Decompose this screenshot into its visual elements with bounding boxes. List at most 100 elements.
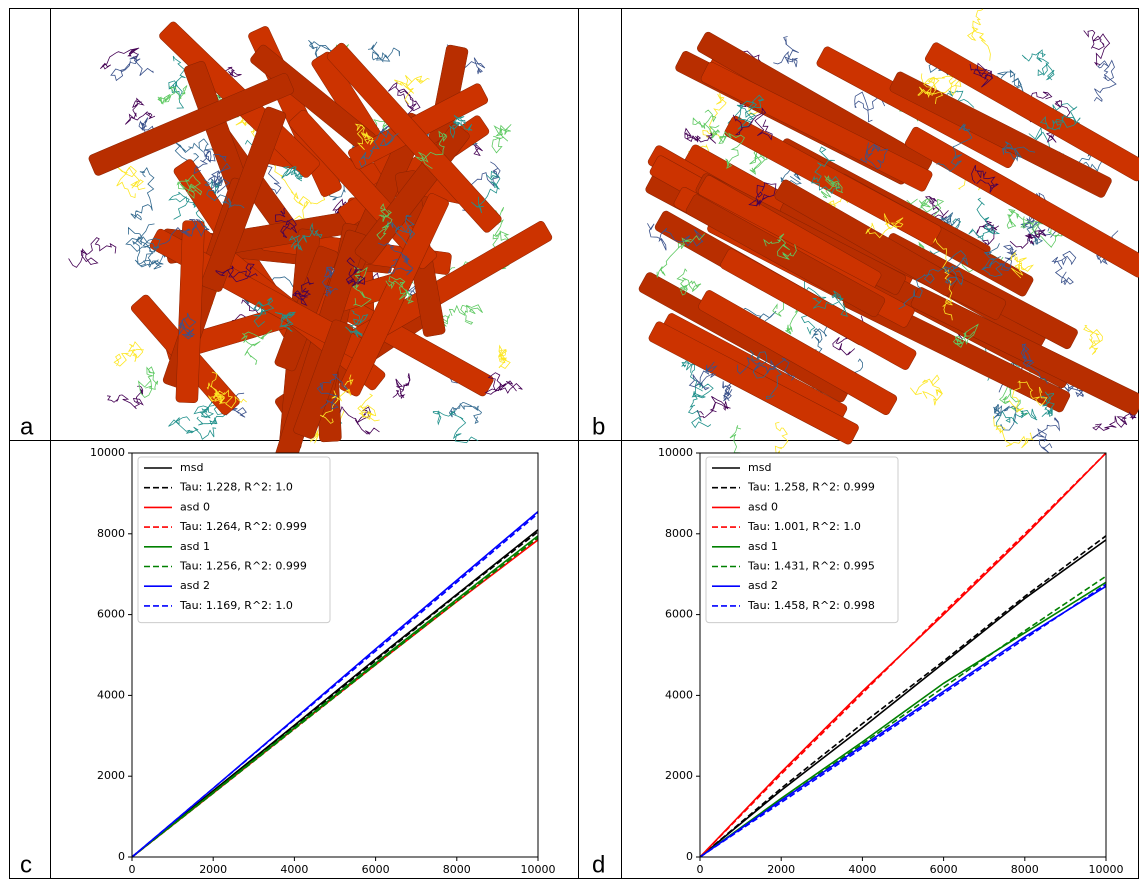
strand [737,356,796,381]
strand [1009,229,1047,249]
strand [316,373,348,410]
strand [748,182,777,207]
strand [936,123,973,173]
strand [206,371,223,402]
strand [394,75,430,105]
fiber [339,193,449,397]
legend-label: asd 1 [748,540,778,553]
strand [749,350,782,400]
strand [491,124,512,154]
strand [498,344,511,370]
strand [345,257,366,287]
fiber [889,71,1112,198]
strand [732,107,773,141]
fiber [925,42,1139,182]
strand [1008,380,1048,413]
strand [865,213,904,239]
y-tick-label: 10000 [90,446,125,459]
x-tick-label: 2000 [767,863,795,876]
series-line [699,452,1107,858]
strand [1021,49,1055,81]
x-tick-label: 0 [697,863,704,876]
strand [176,174,202,199]
render-aligned-fibers [638,8,1139,488]
x-tick-label: 10000 [521,863,556,876]
strand [484,372,523,395]
strand [351,266,372,307]
fiber [293,319,354,439]
legend-label: Tau: 1.431, R^2: 0.995 [747,560,875,573]
strand [676,268,702,296]
strand [99,47,140,70]
strand [274,207,298,238]
y-tick-label: 8000 [665,527,693,540]
strand [821,175,844,199]
series-line [131,512,539,858]
strand [1051,250,1077,286]
panel-label: c [20,851,32,878]
strand [811,290,848,317]
strand [339,406,380,435]
strand [687,391,712,429]
x-tick-label: 8000 [443,863,471,876]
strand [174,138,218,163]
strand [288,222,323,252]
strand [1010,251,1035,279]
chart: 0 2000 4000 6000 8000 10000 0 2000 4000 6000 8000 1… [90,446,556,876]
strand [1039,114,1081,131]
strand [859,142,889,170]
fiber [288,109,437,269]
strand [178,312,197,340]
fiber [720,248,917,370]
series-line [699,581,1107,858]
strand [906,198,945,225]
strand [998,244,1018,271]
strand [392,373,411,400]
strand [993,416,1034,449]
render-random-fibers [68,21,553,464]
fiber [175,220,205,403]
strand [975,220,1000,246]
strand [281,165,304,182]
strand [722,373,741,402]
strand [944,250,969,286]
fiber [774,179,958,296]
axes-frame [699,452,1107,858]
strand [110,53,154,82]
strand [1020,222,1051,247]
strand [737,94,765,130]
strand [291,277,314,307]
strand [1006,208,1034,229]
y-tick-label: 0 [118,850,125,863]
strand [917,76,943,104]
y-tick-label: 0 [686,850,693,863]
fiber [700,61,933,192]
strand [196,401,229,426]
strand [1031,416,1061,453]
legend-label: Tau: 1.458, R^2: 0.998 [747,599,875,612]
y-tick-label: 2000 [665,769,693,782]
strand [448,304,483,325]
strand [203,179,245,209]
strand [718,131,745,169]
x-tick-label: 8000 [1011,863,1039,876]
strand [367,41,400,63]
x-tick-label: 6000 [930,863,958,876]
axes-frame [131,452,539,858]
strand [357,393,380,422]
chart: 0 2000 4000 6000 8000 10000 0 2000 4000 6000 8000 1… [658,446,1124,876]
strand [193,149,227,175]
strand [940,212,960,237]
strand [377,242,414,276]
strand [971,165,999,193]
strand [993,403,1019,431]
strand [168,416,217,440]
strand [688,361,718,391]
legend-label: asd 1 [180,540,210,553]
series-line [131,510,539,858]
fiber [648,321,859,445]
y-tick-label: 10000 [658,446,693,459]
strand [359,130,399,168]
fiber [698,290,898,416]
strand [241,329,273,365]
